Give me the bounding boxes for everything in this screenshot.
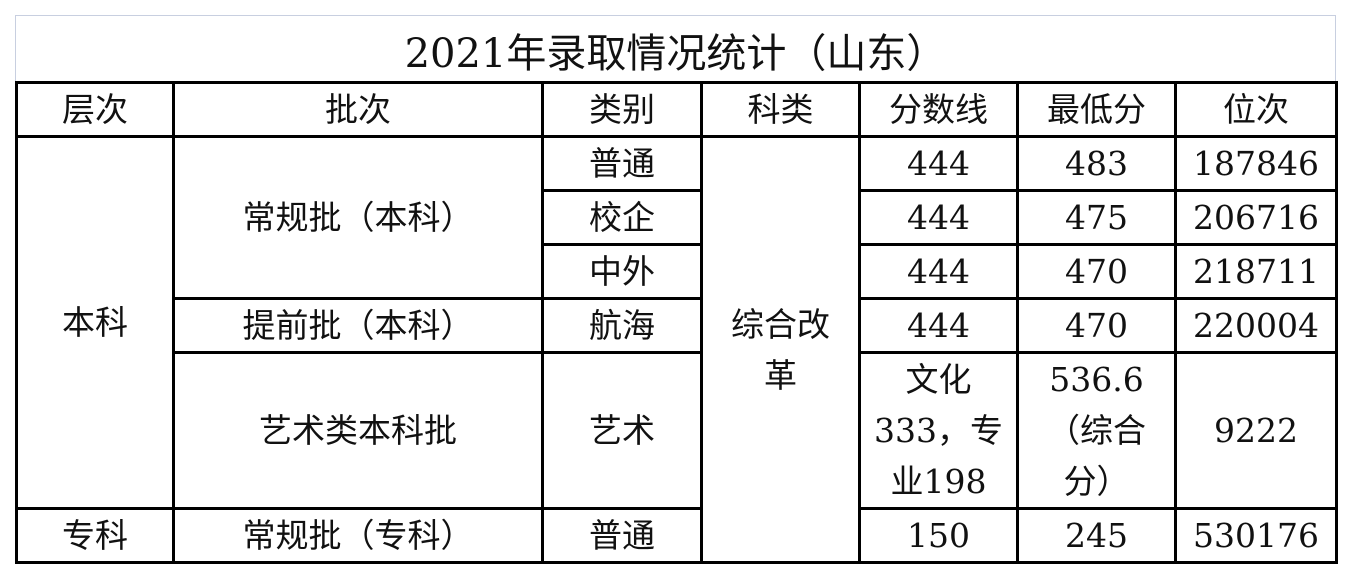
table-title: 2021年录取情况统计（山东） [15, 15, 1336, 82]
cutoff-line: 333，专 [874, 411, 1003, 450]
category-cell: 普通 [541, 135, 703, 192]
cutoff-line: 业198 [890, 462, 987, 501]
level-cell: 专科 [15, 507, 175, 564]
cutoff-line: 文化 [905, 360, 972, 399]
category-cell: 中外 [541, 243, 703, 300]
batch-cell: 常规批（本科） [172, 135, 544, 300]
batch-cell: 艺术类本科批 [172, 351, 544, 510]
header-batch: 批次 [172, 81, 544, 138]
category-cell: 航海 [541, 297, 703, 354]
min-score-line: 536.6 [1049, 360, 1144, 399]
rank-cell: 9222 [1174, 351, 1338, 510]
rank-cell: 220004 [1174, 297, 1338, 354]
batch-cell: 提前批（本科） [172, 297, 544, 354]
cutoff-cell: 444 [858, 243, 1019, 300]
batch-cell: 常规批（专科） [172, 507, 544, 564]
rank-cell: 218711 [1174, 243, 1338, 300]
cutoff-cell: 150 [858, 507, 1019, 564]
min-score-cell: 470 [1016, 297, 1177, 354]
admission-stats-table: 层次 批次 类别 科类 分数线 最低分 位次 本科 常规批（本科） 普通 综合改… [15, 81, 1338, 564]
rank-cell: 187846 [1174, 135, 1338, 192]
level-cell: 本科 [15, 135, 175, 510]
subject-text: 综合改革 [731, 304, 830, 395]
header-row: 层次 批次 类别 科类 分数线 最低分 位次 [15, 81, 1338, 138]
min-score-line: （综合 [1047, 411, 1146, 450]
category-cell: 艺术 [541, 351, 703, 510]
min-score-cell: 475 [1016, 189, 1177, 246]
rank-cell: 206716 [1174, 189, 1338, 246]
header-subject: 科类 [700, 81, 861, 138]
header-level: 层次 [15, 81, 175, 138]
min-score-cell: 245 [1016, 507, 1177, 564]
table-row: 专科 常规批（专科） 普通 150 245 530176 [15, 507, 1338, 564]
header-category: 类别 [541, 81, 703, 138]
header-rank: 位次 [1174, 81, 1338, 138]
table-row: 本科 常规批（本科） 普通 综合改革 444 483 187846 [15, 135, 1338, 564]
cutoff-cell: 444 [858, 135, 1019, 192]
category-cell: 校企 [541, 189, 703, 246]
cutoff-cell: 444 [858, 297, 1019, 354]
category-cell: 普通 [541, 507, 703, 564]
table-row: 艺术类本科批 艺术 文化 333，专 业198 536.6 （综合 分） 922… [17, 351, 1338, 510]
header-min-score: 最低分 [1016, 81, 1177, 138]
header-cutoff: 分数线 [858, 81, 1019, 138]
cutoff-cell: 444 [858, 189, 1019, 246]
min-score-cell: 470 [1016, 243, 1177, 300]
table-row: 中外 444 470 218711 [17, 243, 1338, 300]
table-row: 校企 444 475 206716 [17, 189, 1338, 246]
cutoff-cell: 文化 333，专 业198 [858, 351, 1019, 510]
table-row: 提前批（本科） 航海 444 470 220004 [17, 297, 1338, 354]
min-score-cell: 536.6 （综合 分） [1016, 351, 1177, 510]
min-score-line: 分） [1063, 462, 1130, 501]
rank-cell: 530176 [1174, 507, 1338, 564]
min-score-cell: 483 [1016, 135, 1177, 192]
subject-cell: 综合改革 [700, 135, 861, 564]
